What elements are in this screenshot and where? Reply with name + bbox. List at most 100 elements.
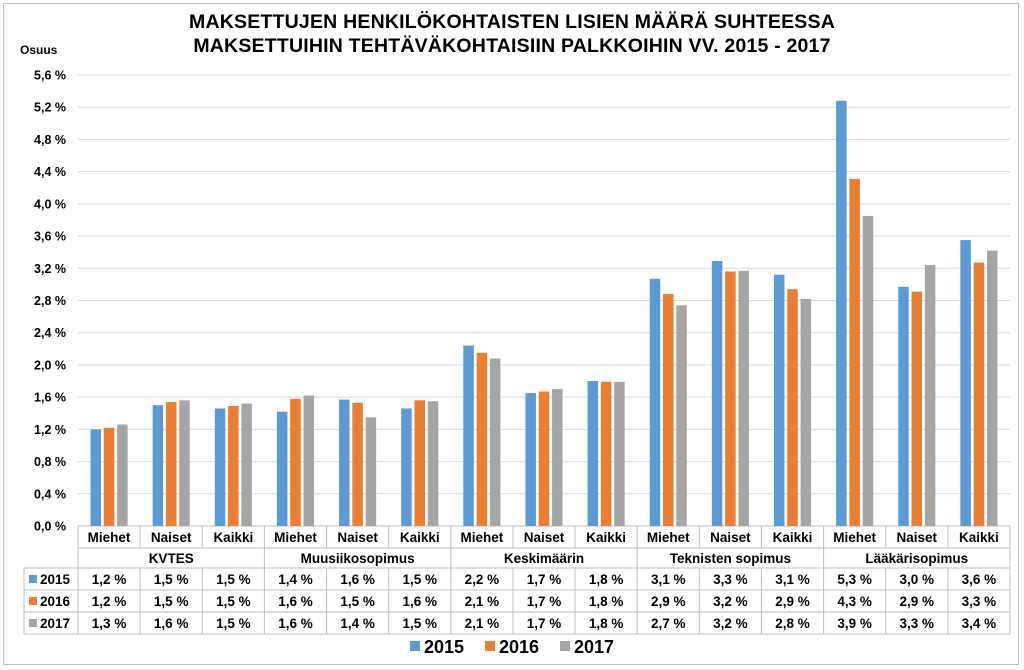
x-category-label: Kaikki [213,530,253,545]
y-tick-label: 5,2 % [34,101,66,115]
table-cell: 1,3 % [92,616,127,631]
bar-2015 [463,345,474,526]
x-category-label: Naiset [710,530,751,545]
legend-key-2016 [485,641,495,651]
bar-2017 [552,389,563,526]
x-category-label: Naiset [524,530,565,545]
bar-2017 [489,358,501,526]
bar-2015 [773,274,785,526]
table-cell: 2,9 % [775,594,810,609]
table-cell: 3,3 % [962,594,997,609]
bar-2015 [152,405,164,526]
table-cell: 1,6 % [278,616,313,631]
table-cell: 1,5 % [216,572,251,587]
legend-label-2015: 2015 [424,637,464,657]
x-category-label: Naiset [897,530,938,545]
bar-2017 [117,424,128,526]
x-category-label: Kaikki [400,530,440,545]
bar-2016 [352,402,363,526]
table-cell: 1,6 % [278,594,313,609]
y-tick-label: 0,4 % [34,487,66,501]
x-category-label: Naiset [151,530,192,545]
bar-2016 [911,291,923,526]
table-cell: 1,6 % [402,594,437,609]
bar-2015 [276,411,288,526]
bar-2015 [339,399,350,526]
table-legend-key-2016 [29,597,37,605]
bar-2016 [849,178,860,527]
table-cell: 2,1 % [465,594,500,609]
bar-2015 [90,429,102,526]
x-category-label: Miehet [88,530,131,545]
chart-frame [3,3,1019,665]
y-tick-label: 3,2 % [34,262,66,276]
bar-2017 [427,401,439,526]
bar-2016 [103,427,115,526]
x-category-label: Miehet [647,530,690,545]
table-cell: 3,6 % [962,572,997,587]
table-cell: 1,4 % [278,572,313,587]
table-cell: 1,7 % [527,616,562,631]
table-cell: 1,6 % [340,572,375,587]
table-cell: 2,9 % [900,594,935,609]
bar-2015 [960,240,971,527]
x-category-label: Miehet [833,530,876,545]
y-axis-label: Osuus [20,43,58,57]
table-cell: 1,5 % [154,572,189,587]
table-legend-key-2015 [29,575,37,583]
bar-2016 [725,271,736,526]
table-legend-key-2017 [29,619,37,627]
x-category-label: Naiset [337,530,378,545]
bar-2015 [587,381,599,526]
table-cell: 2,7 % [651,616,686,631]
table-cell: 1,2 % [92,594,127,609]
table-cell: 1,8 % [589,572,624,587]
bar-2016 [538,391,550,526]
x-group-label: Keskimäärin [504,551,584,566]
y-tick-label: 1,2 % [34,423,66,437]
bar-2016 [663,294,674,526]
legend-label-2017: 2017 [574,637,614,657]
table-series-name: 2017 [40,616,70,631]
bar-2017 [986,250,998,526]
table-cell: 2,2 % [465,572,500,587]
x-category-label: Miehet [274,530,317,545]
bar-2015 [214,408,226,526]
table-cell: 2,1 % [465,616,500,631]
y-tick-label: 4,0 % [34,197,66,211]
y-tick-label: 4,8 % [34,133,66,147]
table-cell: 1,8 % [589,594,624,609]
bar-2017 [738,270,749,526]
x-category-label: Miehet [460,530,503,545]
y-tick-label: 5,6 % [34,69,66,83]
bar-2017 [924,265,936,526]
bar-2016 [600,381,612,526]
bar-2016 [165,401,177,526]
table-cell: 1,5 % [154,594,189,609]
bar-2016 [228,406,239,526]
table-cell: 3,0 % [900,572,935,587]
chart-title-line2: MAKSETTUIHIN TEHTÄVÄKOHTAISIIN PALKKOIHI… [193,35,831,57]
table-cell: 3,4 % [962,616,997,631]
table-cell: 3,2 % [713,594,748,609]
bar-2016 [973,262,985,526]
table-cell: 1,4 % [340,616,375,631]
chart-title-line1: MAKSETTUJEN HENKILÖKOHTAISTEN LISIEN MÄÄ… [189,11,835,33]
table-cell: 1,5 % [340,594,375,609]
bar-2017 [241,403,252,526]
bar-2015 [836,100,847,527]
bar-2017 [365,417,377,526]
bar-2015 [401,408,412,526]
x-category-label: Kaikki [959,530,999,545]
table-cell: 3,1 % [651,572,686,587]
y-tick-label: 4,4 % [34,165,66,179]
bar-2017 [862,215,874,526]
bar-2017 [303,395,315,526]
y-tick-label: 0,0 % [34,520,66,534]
table-cell: 3,3 % [900,616,935,631]
table-cell: 1,6 % [154,616,189,631]
bar-2016 [787,289,798,526]
table-cell: 1,5 % [216,594,251,609]
x-group-label: Muusiikosopimus [301,551,415,566]
